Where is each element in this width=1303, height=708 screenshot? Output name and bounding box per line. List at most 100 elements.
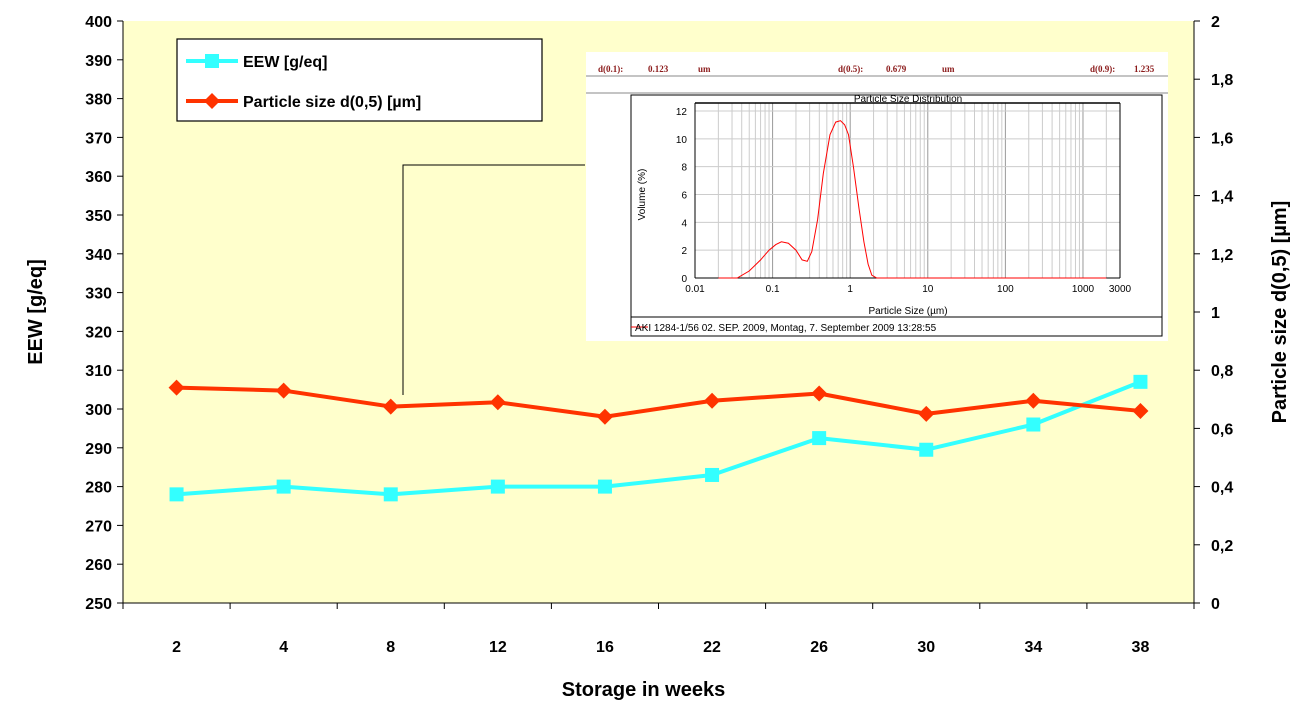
inset-d09-value: 1.235 bbox=[1134, 64, 1155, 74]
data-point bbox=[169, 487, 184, 502]
data-point bbox=[382, 398, 399, 415]
left-axis: 250 260 270 280 290 300 310 320 330 340 350 360 370 3… bbox=[85, 14, 124, 613]
legend-marker bbox=[205, 54, 219, 68]
x-tick-label: 30 bbox=[917, 639, 935, 656]
inset-x-tick-label: 0.1 bbox=[766, 284, 780, 295]
x-tick-label: 22 bbox=[703, 639, 721, 656]
inset-x-tick-label: 1 bbox=[847, 284, 853, 295]
y-tick-label: 390 bbox=[85, 53, 112, 70]
inset-d05-label: d(0.5): bbox=[838, 64, 863, 74]
inset-distribution-curve bbox=[718, 120, 1107, 279]
inset-y-tick-label: 10 bbox=[676, 135, 688, 146]
y2-tick-label: 1 bbox=[1211, 305, 1220, 322]
y2-tick-label: 0,2 bbox=[1211, 538, 1233, 555]
inset-x-tick-label: 100 bbox=[997, 284, 1014, 295]
y2-tick-label: 0,8 bbox=[1211, 363, 1233, 380]
data-point bbox=[490, 479, 505, 494]
data-point bbox=[1025, 392, 1042, 409]
x-axis-title: Storage in weeks bbox=[562, 679, 725, 701]
data-point bbox=[705, 467, 720, 482]
x-tick-label: 4 bbox=[279, 639, 288, 656]
inset-x-tick-label: 0.01 bbox=[685, 284, 705, 295]
y2-tick-label: 1,4 bbox=[1211, 189, 1233, 206]
y2-tick-label: 0 bbox=[1211, 596, 1220, 613]
inset-x-tick-label: 3000 bbox=[1109, 284, 1132, 295]
y-tick-label: 380 bbox=[85, 92, 112, 109]
x-tick-label: 8 bbox=[386, 639, 395, 656]
y-tick-label: 360 bbox=[85, 169, 112, 186]
y2-tick-label: 1,8 bbox=[1211, 72, 1233, 89]
y2-tick-label: 0,4 bbox=[1211, 480, 1233, 497]
legend-label: Particle size d(0,5) [µm] bbox=[243, 94, 421, 111]
right-axis: 0 0,2 0,4 0,6 0,8 1 1,2 1,4 1,6 1,8 2 bbox=[1193, 14, 1233, 613]
y-tick-label: 400 bbox=[85, 14, 112, 31]
legend-marker bbox=[204, 93, 220, 109]
inset-y-tick-label: 4 bbox=[681, 218, 687, 229]
inset-chart: d(0.1): 0.123 um d(0.5): 0.679 um d(0.9)… bbox=[586, 52, 1168, 341]
y2-tick-label: 0,6 bbox=[1211, 421, 1233, 438]
y-tick-label: 280 bbox=[85, 480, 112, 497]
inset-y-tick-label: 2 bbox=[681, 246, 687, 257]
x-tick-label: 2 bbox=[172, 639, 181, 656]
inset-d01-unit: um bbox=[698, 64, 711, 74]
y2-tick-label: 2 bbox=[1211, 14, 1220, 31]
inset-d09-label: d(0.9): bbox=[1090, 64, 1115, 74]
data-point bbox=[704, 392, 721, 409]
inset-y-tick-label: 0 bbox=[681, 274, 687, 285]
inset-y-tick-label: 8 bbox=[681, 163, 687, 174]
data-point bbox=[918, 405, 935, 422]
series-layer bbox=[168, 374, 1149, 502]
series-line bbox=[176, 385, 1141, 419]
data-point bbox=[489, 394, 506, 411]
y2-tick-label: 1,6 bbox=[1211, 130, 1233, 147]
y-tick-label: 320 bbox=[85, 324, 112, 341]
x-tick-label: 16 bbox=[596, 639, 614, 656]
x-tick-label: 12 bbox=[489, 639, 507, 656]
inset-title: Particle Size Distribution bbox=[854, 94, 962, 105]
data-point bbox=[811, 385, 828, 402]
inset-x-axis-title: Particle Size (µm) bbox=[868, 306, 947, 317]
legend: EEW [g/eq] Particle size d(0,5) [µm] bbox=[176, 38, 543, 122]
data-point bbox=[383, 487, 398, 502]
y-tick-label: 330 bbox=[85, 286, 112, 303]
data-point bbox=[596, 408, 613, 425]
data-point bbox=[275, 382, 292, 399]
data-point bbox=[812, 431, 827, 446]
inset-x-tick-label: 1000 bbox=[1072, 284, 1095, 295]
data-point bbox=[1026, 417, 1041, 432]
x-axis: 2 4 8 12 16 22 26 30 34 38 bbox=[122, 602, 1195, 656]
y-tick-label: 270 bbox=[85, 518, 112, 535]
inset-legend-label: AKI 1284-1/56 02. SEP. 2009, Montag, 7. … bbox=[635, 323, 937, 334]
y-tick-label: 310 bbox=[85, 363, 112, 380]
y-tick-label: 350 bbox=[85, 208, 112, 225]
y-tick-label: 260 bbox=[85, 557, 112, 574]
y2-axis-title: Particle size d(0,5) [µm] bbox=[1269, 201, 1291, 424]
inset-d01-value: 0.123 bbox=[648, 64, 669, 74]
inset-connector bbox=[402, 164, 585, 395]
inset-y-tick-label: 6 bbox=[681, 191, 687, 202]
x-tick-label: 26 bbox=[810, 639, 828, 656]
inset-d01-label: d(0.1): bbox=[598, 64, 623, 74]
inset-y-tick-label: 12 bbox=[676, 107, 688, 118]
inset-d05-unit: um bbox=[942, 64, 955, 74]
data-point bbox=[168, 379, 185, 396]
legend-label: EEW [g/eq] bbox=[243, 54, 327, 71]
inset-x-tick-label: 10 bbox=[922, 284, 934, 295]
x-tick-label: 34 bbox=[1024, 639, 1042, 656]
y2-tick-label: 1,2 bbox=[1211, 247, 1233, 264]
data-point bbox=[1133, 374, 1148, 389]
y-tick-label: 290 bbox=[85, 441, 112, 458]
y-tick-label: 250 bbox=[85, 596, 112, 613]
data-point bbox=[919, 442, 934, 457]
data-point bbox=[597, 479, 612, 494]
data-point bbox=[1132, 402, 1149, 419]
data-point bbox=[276, 479, 291, 494]
y-tick-label: 340 bbox=[85, 247, 112, 264]
y-tick-label: 300 bbox=[85, 402, 112, 419]
series-line bbox=[176, 379, 1142, 497]
y-axis-title: EEW [g/eq] bbox=[25, 259, 47, 365]
x-tick-label: 38 bbox=[1132, 639, 1150, 656]
inset-d05-value: 0.679 bbox=[886, 64, 907, 74]
inset-y-axis-title: Volume (%) bbox=[637, 169, 648, 221]
